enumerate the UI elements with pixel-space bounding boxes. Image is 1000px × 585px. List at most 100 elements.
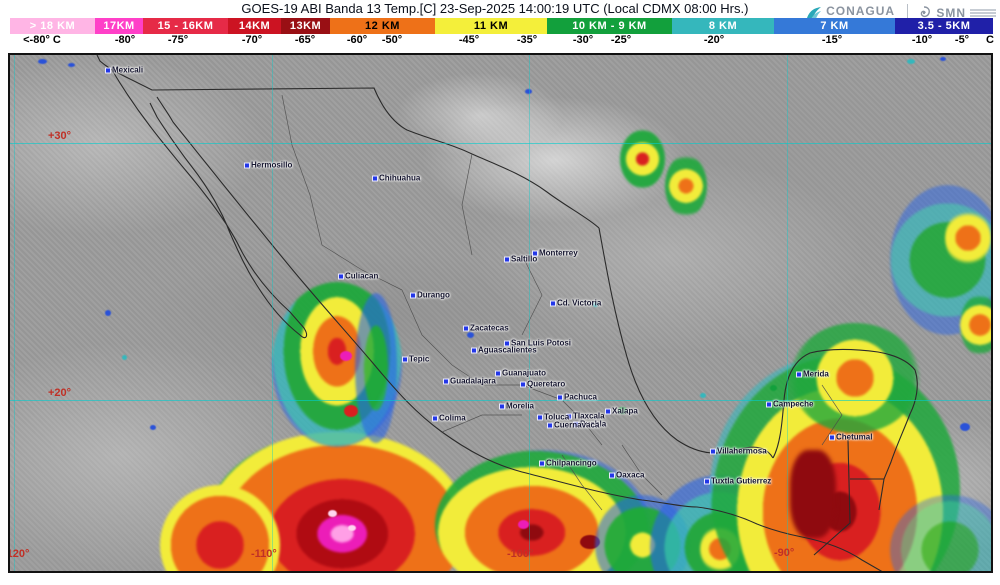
city-label: San Luis Potosi bbox=[504, 338, 572, 348]
city-label: Queretaro bbox=[520, 379, 566, 389]
city-marker-icon bbox=[710, 448, 716, 454]
temp-tick: -60° bbox=[346, 34, 368, 46]
city-marker-icon bbox=[547, 422, 553, 428]
city-name: Tepic bbox=[409, 354, 430, 364]
city-name: Chilpancingo bbox=[546, 458, 597, 468]
page-title: GOES-19 ABI Banda 13 Temp.[C] 23-Sep-202… bbox=[241, 1, 749, 16]
city-marker-icon bbox=[550, 300, 556, 306]
temp-tick: -30° bbox=[572, 34, 594, 46]
city-marker-icon bbox=[410, 292, 416, 298]
storm-gulf-cell-2 bbox=[665, 155, 707, 217]
temp-tick: -15° bbox=[821, 34, 843, 46]
latitude-label: +20° bbox=[48, 387, 72, 399]
smn-label: SMN bbox=[936, 6, 966, 20]
city-marker-icon bbox=[443, 378, 449, 384]
city-label: Puebla bbox=[573, 419, 607, 429]
city-label: Villahermosa bbox=[710, 446, 767, 456]
city-name: San Luis Potosi bbox=[511, 338, 572, 348]
longitude-label: -120° bbox=[10, 548, 30, 560]
latitude-line bbox=[10, 400, 991, 401]
city-label: Campeche bbox=[766, 400, 813, 409]
city-label: Pachuca bbox=[557, 392, 597, 402]
city-label: Colima bbox=[432, 413, 466, 423]
city-marker-icon bbox=[372, 175, 378, 181]
temp-tick: -65° bbox=[294, 34, 316, 46]
city-name: Villahermosa bbox=[717, 446, 767, 456]
temperature-scale-labels: <-80° C -80° -75° -70° -65° -60° -50° -45° -35° -… bbox=[0, 34, 1000, 48]
city-marker-icon bbox=[704, 478, 710, 484]
conagua-wave-icon bbox=[807, 7, 822, 19]
city-marker-icon bbox=[605, 408, 611, 414]
scale-segment: 13KM bbox=[281, 18, 330, 34]
temp-tick: -25° bbox=[610, 34, 632, 46]
temp-tick: -45° bbox=[458, 34, 480, 46]
city-name: Cuernavaca bbox=[554, 420, 600, 430]
scale-segment: 12 KM bbox=[330, 18, 435, 34]
storm-caribbean-core-2 bbox=[960, 295, 991, 355]
city-label: Durango bbox=[410, 290, 450, 300]
city-name: Tuxtla Gutierrez bbox=[711, 476, 772, 486]
city-name: Queretaro bbox=[527, 379, 566, 389]
city-marker-icon bbox=[539, 460, 545, 466]
city-label: Hermosillo bbox=[244, 160, 293, 170]
city-marker-icon bbox=[504, 256, 510, 262]
scale-segment: 15 - 16KM bbox=[143, 18, 228, 34]
cloud-speck bbox=[150, 425, 156, 430]
city-label: Zacatecas bbox=[463, 323, 509, 333]
city-name: Zacatecas bbox=[470, 323, 509, 333]
city-label: Xalapa bbox=[605, 406, 638, 416]
temp-tick: -10° bbox=[911, 34, 933, 46]
city-marker-icon bbox=[520, 381, 526, 387]
city-label: Merida bbox=[796, 369, 829, 379]
storm-caribbean-core-1 bbox=[945, 210, 991, 266]
city-name: Saltillo bbox=[511, 254, 538, 264]
city-name: Aguascalientes bbox=[478, 345, 537, 355]
cloud-speck bbox=[960, 423, 970, 431]
storm-core-speck bbox=[518, 520, 529, 529]
city-label: Aguascalientes bbox=[471, 345, 537, 355]
city-label: Toluca bbox=[537, 413, 569, 422]
city-name: Pachuca bbox=[564, 392, 597, 402]
titlebar: GOES-19 ABI Banda 13 Temp.[C] 23-Sep-202… bbox=[0, 0, 1000, 25]
city-label: Oaxaca bbox=[609, 471, 644, 480]
cloud-speck bbox=[907, 59, 915, 64]
longitude-label: -100° bbox=[507, 548, 534, 560]
storm-core-speck bbox=[348, 525, 356, 531]
cloud-speck bbox=[38, 59, 47, 64]
city-name: Durango bbox=[417, 290, 450, 300]
city-marker-icon bbox=[504, 340, 510, 346]
city-name: Colima bbox=[439, 413, 466, 423]
city-name: Xalapa bbox=[612, 406, 638, 416]
latitude-line bbox=[10, 143, 991, 144]
storm-coastal-streak bbox=[355, 293, 397, 443]
city-marker-icon bbox=[471, 347, 477, 353]
city-name: Merida bbox=[803, 369, 829, 379]
city-label: Chilpancingo bbox=[539, 458, 597, 468]
city-name: Hermosillo bbox=[251, 160, 293, 170]
smn-cyclone-icon bbox=[920, 6, 931, 18]
city-label: Guanajuato bbox=[495, 368, 547, 378]
city-marker-icon bbox=[573, 421, 579, 427]
storm-core-speck bbox=[328, 510, 337, 517]
temp-tick: -35° bbox=[516, 34, 538, 46]
longitude-label: -110° bbox=[251, 548, 277, 560]
city-name: Mexicali bbox=[112, 65, 144, 75]
city-marker-icon bbox=[338, 273, 344, 279]
city-name: Chihuahua bbox=[379, 173, 421, 183]
city-label: Chihuahua bbox=[372, 173, 421, 183]
logo-divider bbox=[907, 4, 909, 22]
scale-segment: 3.5 - 5KM bbox=[895, 18, 993, 34]
city-marker-icon bbox=[402, 356, 408, 362]
city-label: Guadalajara bbox=[443, 376, 496, 386]
city-name: Guanajuato bbox=[502, 368, 547, 378]
longitude-line bbox=[272, 55, 273, 571]
longitude-line bbox=[787, 55, 788, 571]
city-name: Puebla bbox=[580, 419, 607, 429]
scale-segment: 14KM bbox=[228, 18, 281, 34]
city-name: Guadalajara bbox=[450, 376, 496, 386]
city-marker-icon bbox=[432, 415, 438, 421]
temp-tick: C bbox=[986, 34, 994, 46]
satellite-map: +30° +20° -120° -110° -100° -90° Mexicali Herm… bbox=[8, 53, 993, 573]
cloud-speck bbox=[593, 302, 598, 307]
